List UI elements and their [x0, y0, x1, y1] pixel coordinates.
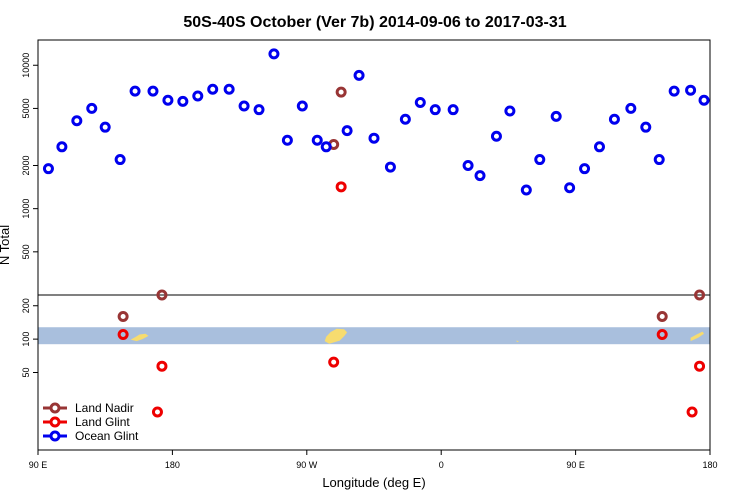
ocean-glint-point: [86, 102, 98, 114]
ocean-glint-point: [368, 132, 380, 144]
ocean-glint-point: [520, 184, 532, 196]
ocean-glint-point: [177, 95, 189, 107]
data-points: [42, 48, 710, 418]
land-shape: [130, 333, 149, 342]
y-tick-label: 100: [21, 332, 31, 347]
land-shape: [690, 331, 704, 342]
x-tick-label: 90 W: [296, 460, 318, 470]
ocean-glint-point: [685, 84, 697, 96]
ocean-glint-point: [625, 102, 637, 114]
ocean-glint-point: [42, 163, 54, 175]
ocean-glint-point: [320, 141, 332, 153]
land-shape: [324, 328, 348, 344]
y-axis-label: N Total: [0, 225, 12, 265]
y-tick-label: 500: [21, 244, 31, 259]
y-axis: 50 100 200 500 1000 2000 5000 10000: [21, 53, 38, 378]
ocean-glint-point: [384, 161, 396, 173]
ocean-glint-point: [341, 125, 353, 137]
ocean-glint-point: [56, 141, 68, 153]
land-glint-point: [694, 360, 706, 372]
ocean-glint-point: [147, 85, 159, 97]
ocean-glint-point: [698, 94, 710, 106]
ocean-glint-point: [192, 90, 204, 102]
ocean-glint-point: [447, 104, 459, 116]
land-glint-legend-label: Land Glint: [75, 415, 130, 429]
x-tick-label: 0: [439, 460, 444, 470]
x-axis: 90 E 180 90 W 0 90 E 180: [29, 450, 718, 470]
ocean-glint-point: [640, 121, 652, 133]
ocean-glint-point: [668, 85, 680, 97]
map-inset: [38, 327, 710, 345]
land-shape: [515, 340, 519, 343]
ocean-glint-point: [238, 100, 250, 112]
land-glint-point: [328, 356, 340, 368]
x-tick-label: 90 E: [566, 460, 585, 470]
ocean-glint-point: [579, 163, 591, 175]
y-tick-label: 5000: [21, 98, 31, 118]
land-nadir-point: [694, 289, 706, 301]
ocean-glint-point: [564, 182, 576, 194]
ocean-glint-point: [162, 94, 174, 106]
ocean-glint-point: [311, 134, 323, 146]
ocean-glint-point: [253, 104, 265, 116]
plot-frame: [37, 39, 711, 451]
ocean-band: [38, 327, 710, 345]
ocean-glint-point: [608, 113, 620, 125]
ocean-glint-point: [207, 83, 219, 95]
land-nadir-point: [117, 310, 129, 322]
land-glint-legend-marker: [49, 416, 61, 428]
ocean-glint-legend-label: Ocean Glint: [75, 429, 139, 443]
ocean-glint-point: [534, 154, 546, 166]
ocean-glint-point: [490, 130, 502, 142]
ocean-glint-point: [462, 159, 474, 171]
ocean-glint-point: [653, 154, 665, 166]
ocean-glint-point: [429, 104, 441, 116]
ocean-glint-point: [281, 134, 293, 146]
ocean-glint-point: [353, 69, 365, 81]
y-tick-label: 10000: [21, 53, 31, 78]
land-nadir-legend-marker: [49, 402, 61, 414]
ocean-glint-point: [399, 113, 411, 125]
land-nadir-legend-label: Land Nadir: [75, 401, 134, 415]
land-glint-point: [686, 406, 698, 418]
y-tick-label: 50: [21, 367, 31, 377]
chart-title: 50S-40S October (Ver 7b) 2014-09-06 to 2…: [183, 14, 566, 31]
ocean-glint-point: [223, 83, 235, 95]
ocean-glint-point: [550, 110, 562, 122]
land-nadir-point: [335, 86, 347, 98]
ocean-glint-point: [268, 48, 280, 60]
land-glint-point: [156, 360, 168, 372]
land-glint-point: [335, 181, 347, 193]
ocean-glint-point: [129, 85, 141, 97]
land-glint-point: [656, 329, 668, 341]
ocean-glint-point: [296, 100, 308, 112]
x-tick-label: 180: [702, 460, 717, 470]
x-tick-label: 90 E: [29, 460, 48, 470]
ocean-glint-point: [414, 96, 426, 108]
ocean-glint-point: [114, 154, 126, 166]
y-tick-label: 1000: [21, 199, 31, 219]
x-axis-label: Longitude (deg E): [322, 475, 425, 490]
ocean-glint-point: [99, 121, 111, 133]
ocean-glint-legend-marker: [49, 430, 61, 442]
ocean-glint-point: [593, 141, 605, 153]
land-glint-point: [151, 406, 163, 418]
y-tick-label: 2000: [21, 155, 31, 175]
land-nadir-point: [656, 310, 668, 322]
land-nadir-point: [156, 289, 168, 301]
ocean-glint-point: [474, 170, 486, 182]
x-tick-label: 180: [165, 460, 180, 470]
ocean-glint-point: [71, 115, 83, 127]
y-tick-label: 200: [21, 298, 31, 313]
land-glint-point: [117, 329, 129, 341]
ocean-glint-point: [504, 105, 516, 117]
